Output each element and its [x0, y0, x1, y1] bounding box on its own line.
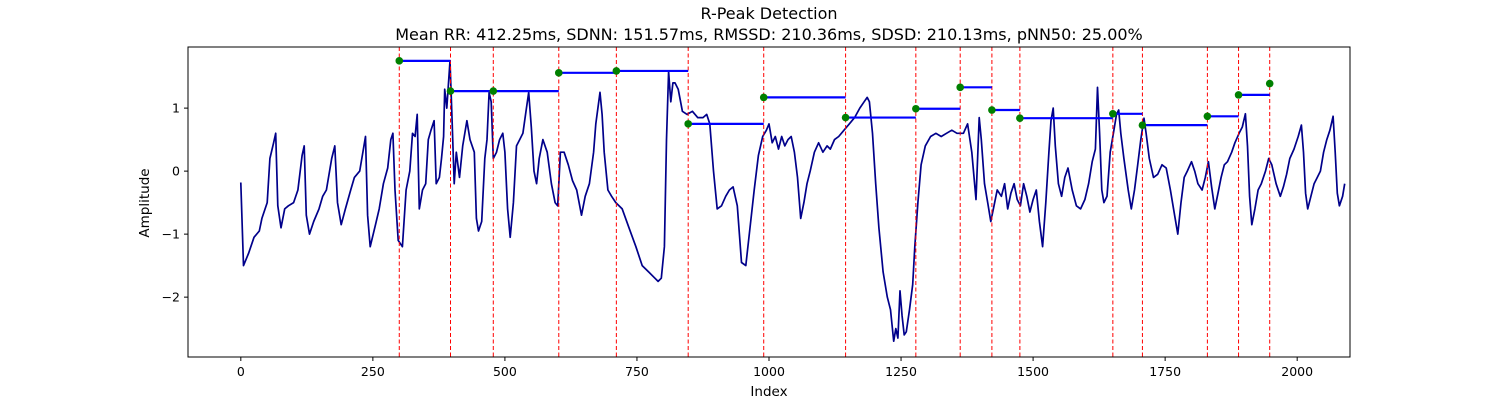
peak-marker-0 [395, 57, 404, 65]
peak-marker-2 [489, 87, 498, 95]
x-tick-label-4: 1000 [753, 364, 785, 379]
x-tick-label-5: 1250 [885, 364, 917, 379]
peak-marker-11 [1016, 114, 1024, 122]
y-axis-label: Amplitude [137, 168, 153, 237]
peak-marker-15 [1234, 91, 1243, 99]
peak-marker-5 [684, 120, 692, 128]
peak-marker-16 [1265, 79, 1274, 88]
x-tick-label-6: 1500 [1017, 364, 1049, 379]
y-tick-label-1: −1 [162, 227, 180, 242]
peak-marker-1 [446, 87, 455, 95]
x-tick-label-2: 500 [493, 364, 517, 379]
peak-marker-10 [988, 106, 996, 114]
plot-frame [187, 46, 1351, 358]
y-tick-label-2: 0 [172, 164, 180, 179]
peak-marker-6 [759, 93, 768, 102]
x-tick-label-3: 750 [625, 364, 649, 379]
x-tick-label-1: 250 [361, 364, 385, 379]
chart-title: R-Peak Detection [700, 4, 837, 23]
chart-subtitle: Mean RR: 412.25ms, SDNN: 151.57ms, RMSSD… [395, 25, 1143, 44]
peak-marker-12 [1109, 109, 1117, 118]
peak-marker-9 [956, 83, 965, 92]
x-axis-label: Index [750, 384, 787, 400]
peak-marker-13 [1138, 121, 1147, 129]
x-tick-label-8: 2000 [1281, 364, 1313, 379]
x-tick-label-7: 1750 [1149, 364, 1181, 379]
peak-marker-14 [1203, 112, 1212, 121]
peak-marker-8 [912, 104, 920, 113]
peak-marker-4 [612, 67, 621, 75]
x-tick-label-0: 0 [237, 364, 245, 379]
y-tick-label-3: 1 [172, 101, 180, 116]
y-tick-label-0: −2 [162, 290, 180, 305]
plot-area: 0 250 500 750 1000 1250 1500 1750 2000 −2 −1 0 1 [162, 46, 1351, 379]
peak-marker-3 [554, 69, 563, 77]
ecg-signal-line [239, 60, 1346, 343]
peak-marker-7 [841, 113, 850, 122]
